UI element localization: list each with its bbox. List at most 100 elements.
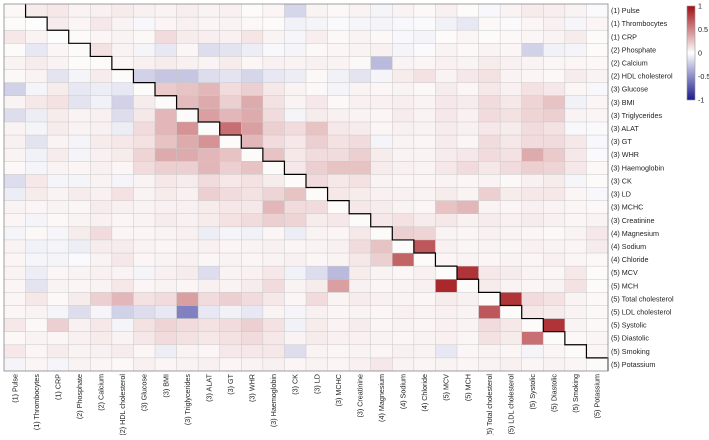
heatmap-cell [47,4,70,18]
heatmap-cell [370,266,393,280]
heatmap-cell [521,226,544,241]
heatmap-cell [327,17,350,31]
heatmap-cell [543,135,566,149]
heatmap-cell [457,56,479,70]
heatmap-cell [284,187,307,201]
heatmap-cell [521,174,544,188]
row-label: (3) Triglycerides [611,111,663,120]
heatmap-cell [521,344,544,359]
column-label: (1) Thrombocytes [32,374,41,431]
heatmap-cell [25,344,48,359]
heatmap-cell [500,108,523,123]
heatmap-cell [90,82,113,97]
heatmap-cell [262,30,285,44]
heatmap-cell [478,108,501,123]
heatmap-cell [47,161,70,175]
heatmap-cell [543,344,566,359]
heatmap-cell [521,292,544,306]
row-labels: (1) Pulse (1) Thrombocytes (1) CRP (2) Phos… [611,6,674,369]
heatmap-cell [198,200,221,215]
heatmap-cell [586,17,609,31]
row-label: (2) HDL cholesterol [611,72,673,81]
heatmap-cell [284,17,307,31]
heatmap-cell [478,135,501,149]
heatmap-cell [586,357,609,372]
heatmap-cell [133,357,156,372]
heatmap-cell [133,30,156,44]
heatmap-cell [564,108,587,123]
heatmap-cell [68,121,91,136]
heatmap-cell [219,357,242,372]
heatmap-cell [262,43,285,57]
heatmap-cell [478,174,501,188]
heatmap-cell [68,318,91,332]
heatmap-cell [4,161,26,175]
heatmap-cell [219,200,242,215]
heatmap-cell [4,292,26,306]
heatmap-cell [478,121,501,136]
heatmap-cell [90,95,113,110]
heatmap-cell [457,187,479,201]
heatmap-cell [47,56,70,70]
heatmap-cell [47,30,70,44]
heatmap-cell [133,108,156,123]
heatmap-cell [327,200,350,215]
heatmap-cell [262,4,285,18]
heatmap-cell [284,43,307,57]
heatmap-cell [4,56,26,70]
heatmap-cell [543,30,566,44]
heatmap-cell [241,135,264,149]
heatmap-cell [133,331,156,346]
heatmap-cell [327,174,350,188]
heatmap-cell [327,108,350,123]
heatmap-cell [155,174,177,188]
heatmap-cell [176,266,199,280]
heatmap-cell [133,43,156,57]
heatmap-cell [370,30,393,44]
heatmap-cell [392,174,415,188]
heatmap-cell [111,213,134,228]
heatmap-cell [241,279,264,293]
heatmap-cell [327,4,350,18]
heatmap-cell [586,4,609,18]
heatmap-cell [90,305,113,319]
heatmap-cell [327,266,350,280]
heatmap-cell [521,121,544,136]
heatmap-cell [47,148,70,162]
heatmap-cell [198,69,221,83]
heatmap-cell [564,135,587,149]
heatmap-cell [176,121,199,136]
heatmap-cell [155,69,177,83]
heatmap-cell [586,135,609,149]
heatmap-cell [370,239,393,254]
heatmap-cell [564,174,587,188]
heatmap-cell [155,200,177,215]
heatmap-cell [413,279,436,293]
heatmap-cell [219,279,242,293]
row-label: (5) MCV [611,268,638,277]
heatmap-cell [435,239,458,254]
heatmap-cell [392,121,415,136]
heatmap-cell [543,4,566,18]
heatmap-cell [435,148,458,162]
heatmap-cell [4,43,26,57]
heatmap-cell [198,266,221,280]
heatmap-cell [133,148,156,162]
heatmap-cell [262,200,285,215]
heatmap-cell [155,82,177,97]
heatmap-cell [586,279,609,293]
heatmap-cell [586,82,609,97]
heatmap-cell [435,174,458,188]
heatmap-cell [176,108,199,123]
heatmap-cell [521,161,544,175]
colorbar-gradient [686,5,696,101]
heatmap-cell [349,108,372,123]
row-label: (3) GT [611,137,632,146]
heatmap-cell [219,69,242,83]
heatmap-cell [241,331,264,346]
heatmap-cell [111,95,134,110]
heatmap-cell [262,82,285,97]
heatmap-cell [543,187,566,201]
heatmap-cell [564,239,587,254]
heatmap-cell [155,4,177,18]
